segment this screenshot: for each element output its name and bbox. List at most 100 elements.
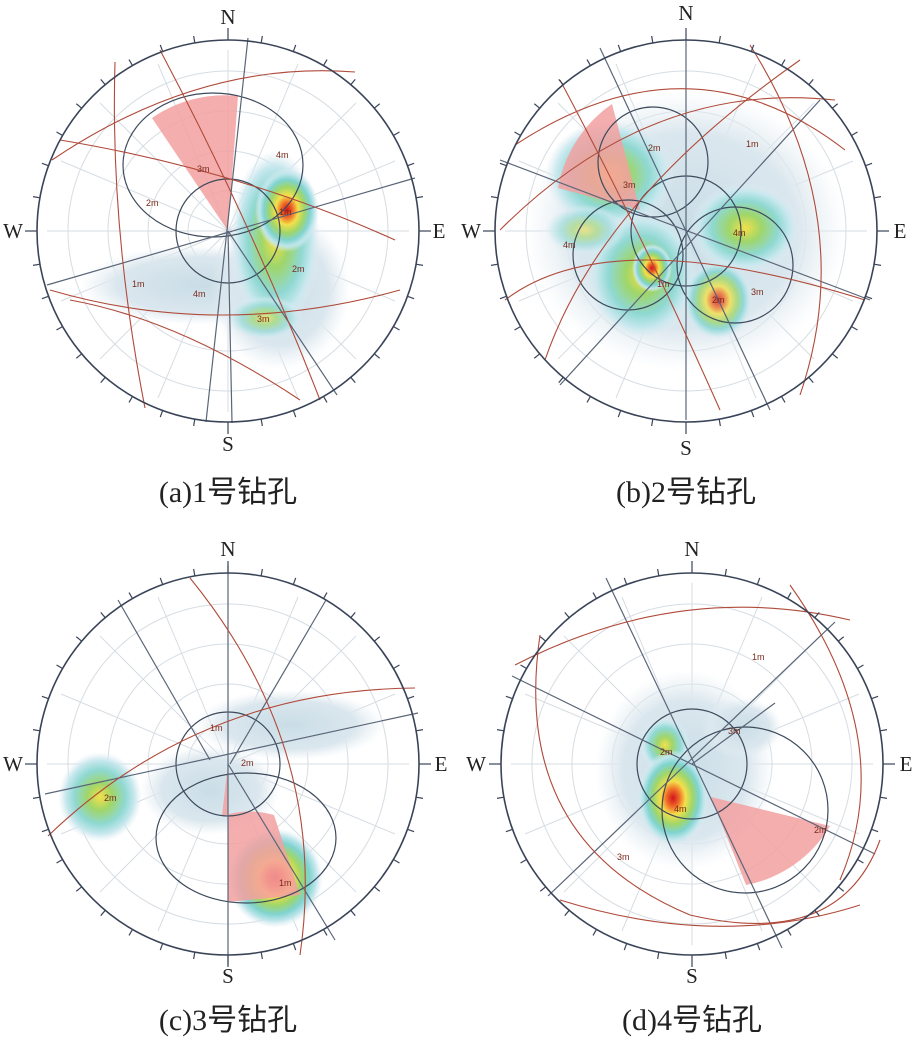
degree-tick xyxy=(831,103,839,109)
degree-tick xyxy=(373,103,381,109)
panel-b-sector xyxy=(558,104,640,210)
panel-c-label-3: 2m xyxy=(104,793,117,803)
panel-b-ticks xyxy=(483,28,889,434)
panel-b-south: S xyxy=(680,436,692,460)
degree-tick xyxy=(350,78,356,86)
degree-tick xyxy=(41,828,49,833)
panel-c-structure-lines xyxy=(44,565,419,965)
degree-tick xyxy=(533,353,541,359)
degree-tick xyxy=(415,729,424,732)
panel-b-depth-labels: 2m 1m 3m 4m 4m 1m 2m 3m xyxy=(563,139,764,305)
degree-tick xyxy=(407,162,415,167)
panel-d-north: N xyxy=(684,537,699,561)
degree-tick xyxy=(780,396,786,403)
degree-tick xyxy=(32,263,41,266)
panel-d-structure-lines xyxy=(511,577,876,949)
degree-tick xyxy=(592,592,598,599)
degree-tick xyxy=(520,664,527,670)
degree-tick xyxy=(292,44,297,52)
degree-tick xyxy=(350,611,356,619)
panel-d-sector xyxy=(711,797,830,885)
degree-tick xyxy=(808,78,814,86)
degree-tick xyxy=(193,35,196,44)
degree-tick xyxy=(322,929,328,936)
panel-c-label-4: 1m xyxy=(279,878,292,888)
degree-tick xyxy=(32,196,41,199)
panel-c-sector xyxy=(222,764,300,902)
degree-tick xyxy=(100,78,106,86)
degree-tick xyxy=(322,592,328,599)
degree-tick xyxy=(75,886,83,892)
degree-tick xyxy=(56,858,63,864)
panel-a-west: W xyxy=(3,219,23,243)
degree-tick xyxy=(407,695,415,700)
panel-a-ticks xyxy=(25,28,431,434)
degree-tick xyxy=(75,636,83,642)
degree-tick xyxy=(260,568,263,577)
panel-b-label-3: 3m xyxy=(623,180,636,190)
degree-tick xyxy=(865,295,873,300)
degree-tick xyxy=(514,131,521,137)
degree-tick xyxy=(564,909,570,917)
panel-c-east: E xyxy=(435,752,448,776)
panel-a-label-1: 4m xyxy=(276,150,289,160)
stereonet-panel-c: 1m 2m 2m 1m N S W E (c)3号钻孔 xyxy=(3,537,447,1037)
degree-tick xyxy=(260,951,263,960)
degree-tick xyxy=(756,943,761,951)
degree-tick xyxy=(520,858,527,864)
panel-a-east: E xyxy=(433,219,446,243)
degree-tick xyxy=(623,943,628,951)
degree-tick xyxy=(373,886,381,892)
degree-tick xyxy=(128,396,134,403)
panel-b-label-8: 3m xyxy=(751,287,764,297)
degree-tick xyxy=(100,376,106,384)
degree-tick xyxy=(100,909,106,917)
degree-tick xyxy=(831,353,839,359)
degree-tick xyxy=(56,325,63,331)
degree-tick xyxy=(415,796,424,799)
degree-tick xyxy=(857,664,864,670)
panel-b-structure-lines xyxy=(499,40,871,420)
panel-a-label-2: 1m xyxy=(279,207,292,217)
panel-d-depth-labels: 1m 3m 2m 4m 2m 3m xyxy=(617,652,827,862)
degree-tick xyxy=(651,418,654,427)
degree-tick xyxy=(780,59,786,66)
degree-tick xyxy=(657,951,660,960)
panel-a-label-6: 1m xyxy=(132,279,145,289)
panel-d-ticks xyxy=(489,561,895,967)
panel-a-label-7: 4m xyxy=(193,289,206,299)
panel-d-great-circles xyxy=(514,584,881,927)
degree-tick xyxy=(292,577,297,585)
degree-tick xyxy=(193,568,196,577)
degree-tick xyxy=(496,796,505,799)
degree-tick xyxy=(879,729,888,732)
degree-tick xyxy=(837,886,845,892)
degree-tick xyxy=(75,103,83,109)
degree-tick xyxy=(879,796,888,799)
panel-c-label-2: 2m xyxy=(241,758,254,768)
degree-tick xyxy=(851,131,858,137)
degree-tick xyxy=(292,410,297,418)
panel-d-label-2: 3m xyxy=(728,726,741,736)
panel-a-south: S xyxy=(222,432,234,456)
degree-tick xyxy=(41,162,49,167)
panel-b-great-circles xyxy=(499,44,866,411)
degree-tick xyxy=(159,577,164,585)
degree-tick xyxy=(586,396,592,403)
degree-tick xyxy=(724,568,727,577)
degree-tick xyxy=(871,695,879,700)
panel-a-label-3: 3m xyxy=(197,164,210,174)
panel-a-sector xyxy=(152,95,238,231)
degree-tick xyxy=(592,929,598,936)
degree-tick xyxy=(539,636,547,642)
panel-d-caption: (d)4号钻孔 xyxy=(622,1004,762,1037)
degree-tick xyxy=(539,886,547,892)
degree-tick xyxy=(393,325,400,331)
degree-tick xyxy=(617,410,622,418)
panel-b-label-4: 4m xyxy=(733,228,746,238)
degree-tick xyxy=(75,353,83,359)
panel-c-ticks xyxy=(25,561,431,967)
degree-tick xyxy=(586,59,592,66)
degree-tick xyxy=(260,35,263,44)
degree-tick xyxy=(56,664,63,670)
